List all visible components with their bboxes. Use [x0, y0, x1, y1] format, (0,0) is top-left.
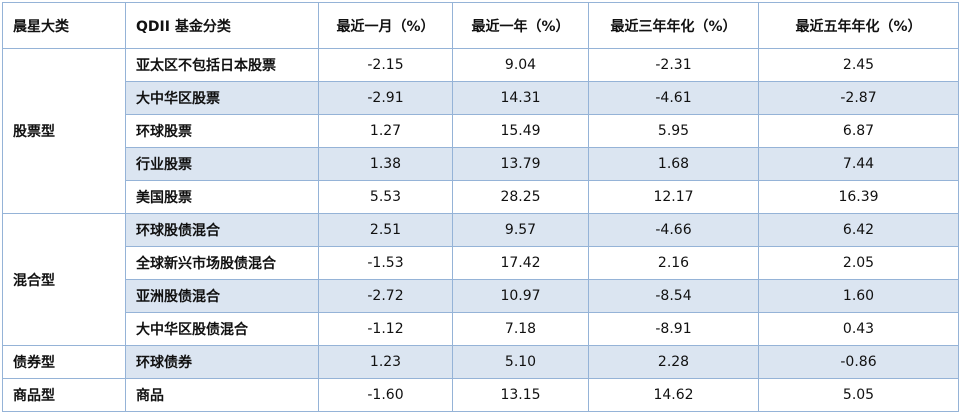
value-cell: -2.87: [758, 81, 959, 115]
fund-class-cell: 大中华区股债混合: [125, 312, 319, 346]
value-cell: -1.12: [318, 312, 453, 346]
value-cell: 13.15: [452, 378, 589, 412]
value-cell: 1.23: [318, 345, 453, 379]
value-cell: 15.49: [452, 114, 589, 148]
category-cell: 商品型: [2, 378, 126, 412]
value-cell: 5.05: [758, 378, 959, 412]
value-cell: 9.04: [452, 48, 589, 82]
value-cell: 2.51: [318, 213, 453, 247]
value-cell: 14.62: [588, 378, 759, 412]
value-cell: -2.15: [318, 48, 453, 82]
value-cell: 9.57: [452, 213, 589, 247]
value-cell: 7.18: [452, 312, 589, 346]
table-row: 全球新兴市场股债混合 -1.53 17.42 2.16 2.05: [3, 246, 959, 280]
value-cell: 1.68: [588, 147, 759, 181]
value-cell: 2.28: [588, 345, 759, 379]
header-cell: 最近一年（%）: [452, 2, 589, 49]
value-cell: -4.66: [588, 213, 759, 247]
header-cell: 最近五年年化（%）: [758, 2, 959, 49]
header-cell: 最近一月（%）: [318, 2, 453, 49]
fund-class-cell: 亚洲股债混合: [125, 279, 319, 313]
value-cell: 5.10: [452, 345, 589, 379]
value-cell: 6.87: [758, 114, 959, 148]
table-row: 商品型 商品 -1.60 13.15 14.62 5.05: [2, 378, 959, 412]
value-cell: 17.42: [452, 246, 589, 280]
value-cell: 12.17: [588, 180, 759, 214]
fund-class-cell: 亚太区不包括日本股票: [125, 48, 319, 82]
value-cell: -4.61: [588, 81, 759, 115]
value-cell: 5.53: [318, 180, 453, 214]
fund-class-cell: 全球新兴市场股债混合: [125, 246, 319, 280]
value-cell: 10.97: [452, 279, 589, 313]
table-row: 大中华区股债混合 -1.12 7.18 -8.91 0.43: [3, 312, 959, 346]
table-row: 债券型 环球债券 1.23 5.10 2.28 -0.86: [2, 345, 959, 379]
fund-class-cell: 美国股票: [125, 180, 319, 214]
value-cell: 5.95: [588, 114, 759, 148]
header-cell: 最近三年年化（%）: [588, 2, 759, 49]
header-cell: QDII 基金分类: [125, 2, 319, 49]
table-row: 亚洲股债混合 -2.72 10.97 -8.54 1.60: [3, 279, 959, 313]
category-cell: 债券型: [2, 345, 126, 379]
value-cell: -2.91: [318, 81, 453, 115]
fund-class-cell: 行业股票: [125, 147, 319, 181]
table-row: 环球股票 1.27 15.49 5.95 6.87: [3, 114, 959, 148]
table-row: 混合型 环球股债混合 2.51 9.57 -4.66 6.42: [2, 213, 959, 346]
category-cell: 混合型: [2, 213, 126, 346]
table-body: 股票型 亚太区不包括日本股票 -2.15 9.04 -2.31 2.45 大中华区股票 -2.…: [2, 48, 959, 412]
value-cell: 14.31: [452, 81, 589, 115]
value-cell: 1.38: [318, 147, 453, 181]
value-cell: 0.43: [758, 312, 959, 346]
value-cell: -2.72: [318, 279, 453, 313]
fund-class-cell: 环球股票: [125, 114, 319, 148]
value-cell: 28.25: [452, 180, 589, 214]
value-cell: 6.42: [758, 213, 959, 247]
fund-class-cell: 大中华区股票: [125, 81, 319, 115]
value-cell: 1.60: [758, 279, 959, 313]
fund-class-cell: 商品: [125, 378, 319, 412]
header-cell: 晨星大类: [2, 2, 126, 49]
value-cell: 2.16: [588, 246, 759, 280]
fund-table: 晨星大类 QDII 基金分类 最近一月（%） 最近一年（%） 最近三年年化（%） 最近五年…: [2, 2, 959, 412]
value-cell: 2.05: [758, 246, 959, 280]
table-row: 行业股票 1.38 13.79 1.68 7.44: [3, 147, 959, 181]
header-row: 晨星大类 QDII 基金分类 最近一月（%） 最近一年（%） 最近三年年化（%） 最近五年…: [2, 2, 959, 49]
value-cell: -1.60: [318, 378, 453, 412]
value-cell: -1.53: [318, 246, 453, 280]
value-cell: -0.86: [758, 345, 959, 379]
value-cell: 13.79: [452, 147, 589, 181]
value-cell: -8.91: [588, 312, 759, 346]
value-cell: 16.39: [758, 180, 959, 214]
table-row: 美国股票 5.53 28.25 12.17 16.39: [3, 180, 959, 214]
value-cell: -2.31: [588, 48, 759, 82]
fund-class-cell: 环球股债混合: [125, 213, 319, 247]
table-row: 大中华区股票 -2.91 14.31 -4.61 -2.87: [3, 81, 959, 115]
category-cell: 股票型: [2, 48, 126, 214]
value-cell: 7.44: [758, 147, 959, 181]
value-cell: 2.45: [758, 48, 959, 82]
value-cell: 1.27: [318, 114, 453, 148]
fund-class-cell: 环球债券: [125, 345, 319, 379]
value-cell: -8.54: [588, 279, 759, 313]
table-row: 股票型 亚太区不包括日本股票 -2.15 9.04 -2.31 2.45: [2, 48, 959, 214]
